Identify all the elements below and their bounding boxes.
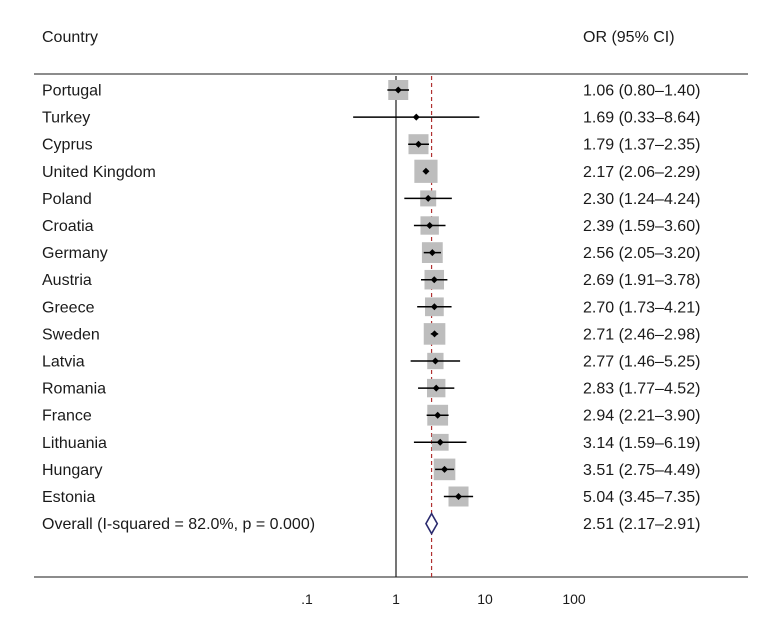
or-ci-label: 2.39 (1.59–3.60) <box>583 218 700 235</box>
point-estimate <box>415 140 423 148</box>
study-row: Sweden 2.71 (2.46–2.98) <box>42 323 700 345</box>
point-estimate <box>431 357 439 365</box>
study-row: Germany 2.56 (2.05–3.20) <box>42 242 700 263</box>
country-label: Lithuania <box>42 435 107 452</box>
point-estimate <box>412 113 420 121</box>
header-or-ci: OR (95% CI) <box>583 29 675 46</box>
or-ci-label: 1.06 (0.80–1.40) <box>583 83 700 100</box>
study-row: Greece 2.70 (1.73–4.21) <box>42 297 700 316</box>
study-row: Turkey 1.69 (0.33–8.64) <box>42 110 700 127</box>
study-row: Austria 2.69 (1.91–3.78) <box>42 269 700 290</box>
or-ci-label: 5.04 (3.45–7.35) <box>583 489 700 506</box>
study-row: Poland 2.30 (1.24–4.24) <box>42 190 700 208</box>
overall-diamond <box>425 511 439 536</box>
x-tick-label: .1 <box>301 591 313 607</box>
country-label: Turkey <box>42 110 90 127</box>
x-tick-label: 1 <box>392 591 400 607</box>
study-row: Portugal 1.06 (0.80–1.40) <box>42 80 700 100</box>
country-label: Romania <box>42 381 106 398</box>
or-ci-label: 2.83 (1.77–4.52) <box>583 381 700 398</box>
study-row: Cyprus 1.79 (1.37–2.35) <box>42 134 700 155</box>
point-estimate <box>430 303 438 311</box>
or-ci-label: 1.79 (1.37–2.35) <box>583 137 700 154</box>
country-label: Portugal <box>42 83 102 100</box>
study-row: Romania 2.83 (1.77–4.52) <box>42 378 700 398</box>
country-label: Greece <box>42 299 95 316</box>
point-estimate <box>436 438 444 446</box>
x-axis-ticks: .1 1 10 100 <box>301 591 586 607</box>
country-label: Estonia <box>42 489 95 506</box>
or-ci-label: 2.69 (1.91–3.78) <box>583 272 700 289</box>
country-label: United Kingdom <box>42 164 156 181</box>
point-estimate <box>422 167 430 175</box>
study-row: Estonia 5.04 (3.45–7.35) <box>42 486 700 507</box>
or-ci-label: 2.70 (1.73–4.21) <box>583 299 700 316</box>
overall-label: Overall (I-squared = 82.0%, p = 0.000) <box>42 516 315 533</box>
country-label: Poland <box>42 191 92 208</box>
point-estimate <box>432 384 440 392</box>
point-estimate <box>424 194 432 202</box>
or-ci-label: 3.51 (2.75–4.49) <box>583 462 700 479</box>
point-estimate <box>441 465 449 473</box>
or-ci-label: 2.56 (2.05–3.20) <box>583 245 700 262</box>
country-label: Sweden <box>42 326 100 343</box>
x-tick-label: 100 <box>562 591 586 607</box>
overall-row: Overall (I-squared = 82.0%, p = 0.000) 2.… <box>42 511 700 536</box>
x-tick-label: 10 <box>477 591 493 607</box>
study-row: France 2.94 (2.21–3.90) <box>42 404 700 426</box>
country-label: Germany <box>42 245 108 262</box>
point-estimate <box>426 222 434 229</box>
study-row: Croatia 2.39 (1.59–3.60) <box>42 216 700 235</box>
point-estimate <box>394 86 402 94</box>
country-label: Hungary <box>42 462 102 479</box>
overall-or-ci-label: 2.51 (2.17–2.91) <box>583 516 700 533</box>
point-estimate <box>430 276 438 284</box>
country-label: Croatia <box>42 218 94 235</box>
country-label: France <box>42 408 92 425</box>
or-ci-label: 2.71 (2.46–2.98) <box>583 326 700 343</box>
country-label: Austria <box>42 272 92 289</box>
or-ci-label: 1.69 (0.33–8.64) <box>583 110 700 127</box>
study-row: Lithuania 3.14 (1.59–6.19) <box>42 433 700 452</box>
point-estimate <box>434 411 442 419</box>
country-label: Latvia <box>42 354 85 371</box>
country-label: Cyprus <box>42 137 93 154</box>
point-estimate <box>428 249 436 257</box>
study-row: Latvia 2.77 (1.46–5.25) <box>42 352 700 371</box>
or-ci-label: 2.30 (1.24–4.24) <box>583 191 700 208</box>
header-country: Country <box>42 29 98 46</box>
or-ci-label: 2.17 (2.06–2.29) <box>583 164 700 181</box>
point-estimate <box>455 493 463 500</box>
study-rows: Portugal 1.06 (0.80–1.40) Turkey 1.69 (0.33… <box>42 80 700 507</box>
study-row: United Kingdom 2.17 (2.06–2.29) <box>42 159 700 183</box>
or-ci-label: 2.94 (2.21–3.90) <box>583 408 700 425</box>
or-ci-label: 2.77 (1.46–5.25) <box>583 354 700 371</box>
study-row: Hungary 3.51 (2.75–4.49) <box>42 458 700 481</box>
or-ci-label: 3.14 (1.59–6.19) <box>583 435 700 452</box>
point-estimate <box>431 330 439 338</box>
